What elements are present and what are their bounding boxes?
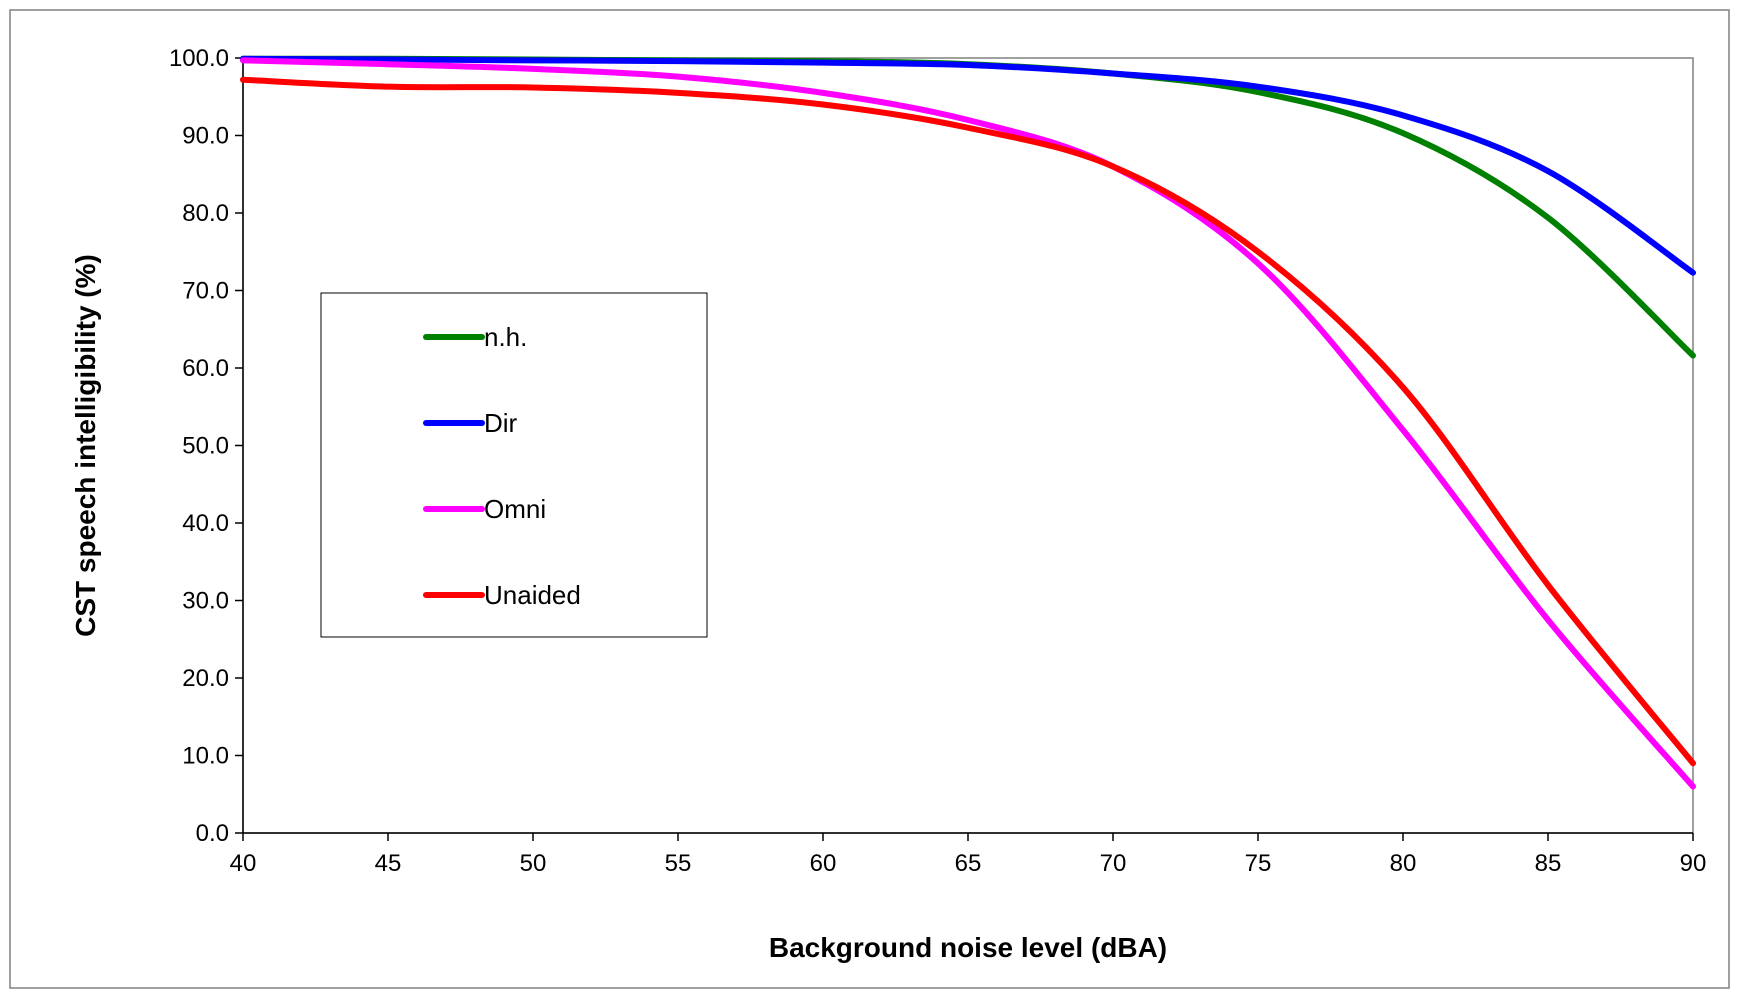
y-tick-label: 30.0 (182, 588, 229, 615)
y-tick-label: 100.0 (169, 45, 229, 72)
x-tick-label: 60 (810, 850, 837, 877)
x-tick-label: 40 (230, 850, 257, 877)
x-tick-label: 80 (1390, 850, 1417, 877)
legend: n.h. Dir Omni Unaided (320, 292, 708, 638)
y-tick-label: 20.0 (182, 665, 229, 692)
series-line-omni (240, 57, 1696, 790)
x-tick-label: 65 (955, 850, 982, 877)
x-tick-label: 85 (1535, 850, 1562, 877)
x-tick-label: 75 (1245, 850, 1272, 877)
x-tick-label: 90 (1680, 850, 1707, 877)
x-tick-label: 55 (665, 850, 692, 877)
legend-label-unaided: Unaided (484, 580, 581, 610)
legend-box (320, 292, 708, 638)
series-line-unaided (240, 76, 1696, 767)
x-tick-label: 70 (1100, 850, 1127, 877)
x-axis-title: Background noise level (dBA) (769, 932, 1167, 963)
y-tick-label: 50.0 (182, 433, 229, 460)
y-tick-label: 70.0 (182, 278, 229, 305)
legend-label-n-h: n.h. (484, 322, 527, 352)
series-lines (240, 55, 1696, 790)
y-tick-label: 10.0 (182, 743, 229, 770)
x-tick-label: 45 (375, 850, 402, 877)
legend-label-dir: Dir (484, 408, 518, 438)
y-tick-label: 80.0 (182, 200, 229, 227)
y-axis-title: CST speech intelligibility (%) (70, 254, 101, 637)
y-tick-label: 0.0 (196, 820, 229, 847)
y-tick-label: 40.0 (182, 510, 229, 537)
y-tick-label: 90.0 (182, 123, 229, 150)
y-tick-label: 60.0 (182, 355, 229, 382)
legend-label-omni: Omni (484, 494, 546, 524)
x-tick-label: 50 (520, 850, 547, 877)
